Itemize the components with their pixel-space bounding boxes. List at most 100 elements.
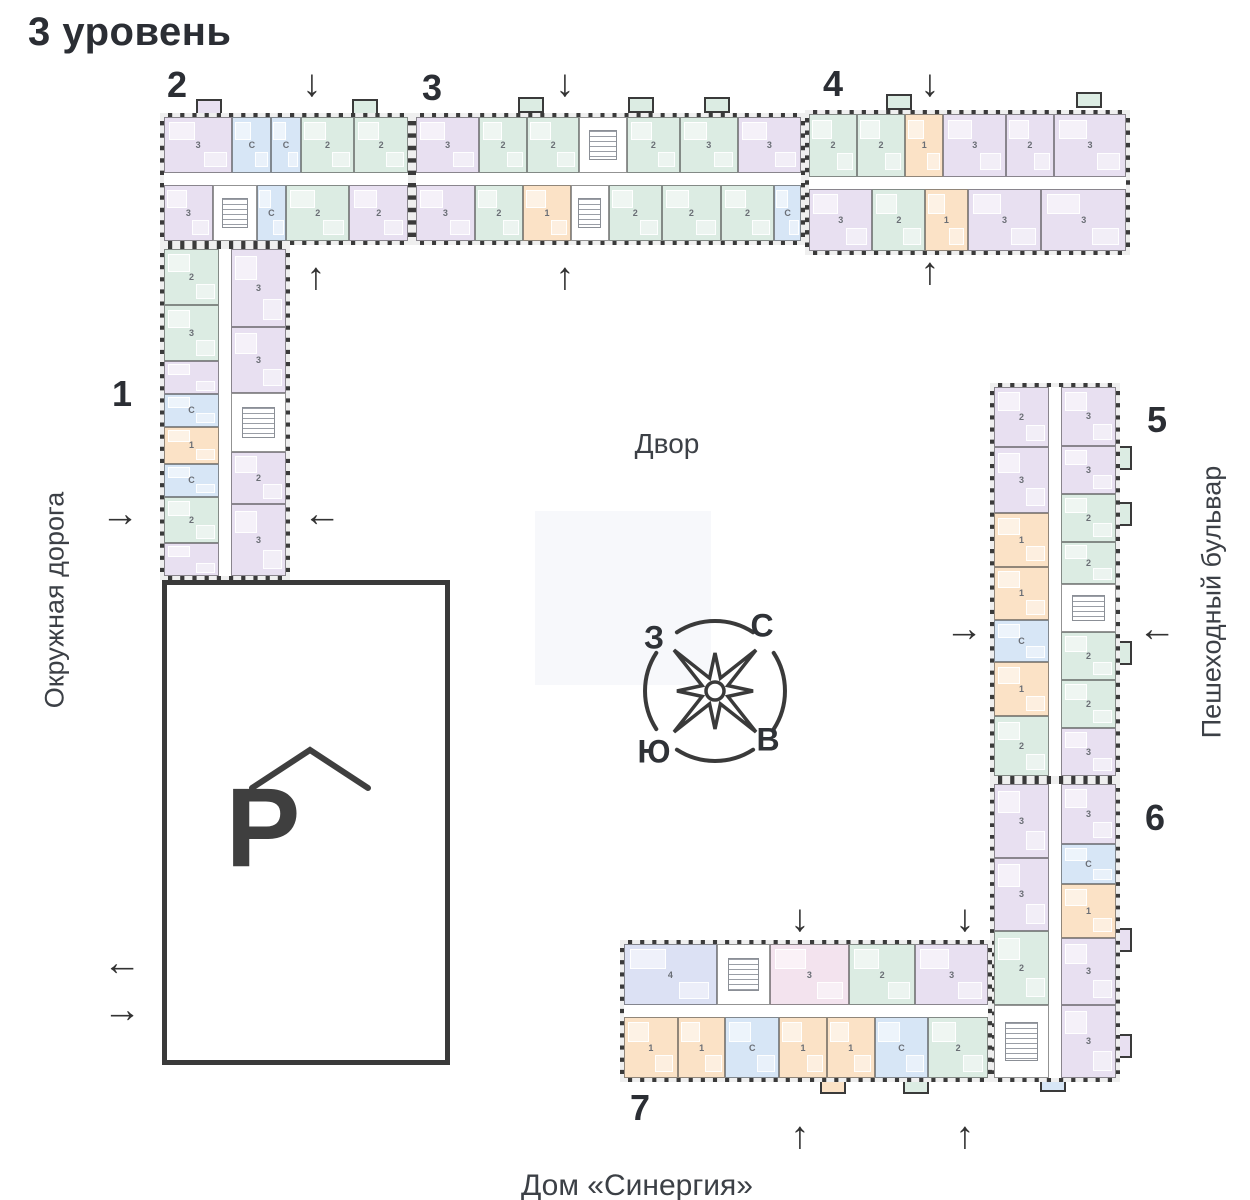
- stair-core: [212, 185, 257, 241]
- wing-2-row-0: 3 С С 2 2: [164, 117, 409, 173]
- unit-type-label: 2: [1085, 557, 1091, 568]
- stair-core: [571, 185, 609, 241]
- unit-type-label: С: [784, 208, 791, 218]
- unit-type-label: 3: [706, 140, 712, 150]
- apartment-unit: 2: [354, 117, 409, 173]
- balcony: [704, 97, 730, 113]
- apartment-unit: С: [874, 1017, 929, 1078]
- unit-type-label: 1: [188, 440, 194, 451]
- apartment-unit: 2: [164, 496, 219, 544]
- unit-type-label: 2: [550, 140, 556, 150]
- section-number-2: 2: [166, 64, 188, 105]
- wing-5: 2 3 1 1 С 1 2 3 3 2 2 2 2 3: [990, 383, 1120, 780]
- direction-arrow: ↓: [955, 898, 975, 940]
- apartment-unit: 3: [164, 117, 233, 173]
- unit-type-label: 1: [544, 208, 550, 218]
- unit-type-label: 2: [376, 208, 382, 218]
- apartment-unit: С: [994, 620, 1049, 663]
- unit-type-label: 2: [830, 140, 836, 151]
- unit-type-label: 2: [188, 272, 194, 283]
- balcony: [1118, 641, 1132, 665]
- wing-2: 3 С С 2 2 3 С 2 2: [160, 113, 412, 245]
- stairs-icon: [1072, 595, 1105, 622]
- street-label-right: Пешеходный бульвар: [1196, 465, 1227, 739]
- apartment-unit: 2: [928, 1017, 988, 1078]
- apartment-unit: [164, 543, 219, 577]
- wing-1-row-0: 2 3 С 1 С 2: [164, 249, 219, 577]
- apartment-unit: 2: [872, 188, 926, 251]
- apartment-unit: 2: [809, 114, 858, 177]
- apartment-unit: 3: [231, 327, 286, 393]
- stair-core: [579, 117, 627, 173]
- corridor: [164, 173, 408, 185]
- apartment-unit: С: [271, 117, 301, 173]
- wing-2-row-1: 3 С 2 2: [164, 185, 408, 241]
- unit-type-label: 2: [255, 472, 261, 483]
- wing-6: 3 3 2 3 С 1 3 3: [990, 780, 1120, 1082]
- parking-roof-icon: [249, 746, 371, 791]
- apartment-unit: 1: [994, 566, 1049, 621]
- wing-4-row-1: 3 2 1 3 3: [809, 188, 1126, 251]
- unit-type-label: 3: [1018, 889, 1024, 900]
- direction-arrow: ↑: [555, 256, 575, 298]
- unit-type-label: 4: [667, 969, 673, 980]
- unit-type-label: 2: [1018, 411, 1024, 422]
- unit-type-label: 3: [949, 969, 955, 980]
- unit-type-label: 3: [1001, 214, 1007, 225]
- unit-type-label: 3: [195, 140, 201, 150]
- unit-type-label: 1: [1018, 588, 1024, 599]
- unit-type-label: С: [282, 140, 290, 150]
- apartment-unit: 1: [994, 662, 1049, 717]
- unit-type-label: 3: [1018, 815, 1024, 826]
- balcony: [1118, 446, 1132, 470]
- apartment-unit: 3: [231, 249, 286, 328]
- apartment-unit: 3: [994, 446, 1049, 513]
- section-number-4: 4: [822, 63, 844, 104]
- unit-type-label: 1: [921, 140, 927, 151]
- wing-5-row-0: 2 3 1 1 С 1 2: [994, 387, 1049, 776]
- unit-type-label: 2: [315, 208, 321, 218]
- unit-type-label: С: [1018, 636, 1025, 647]
- unit-type-label: 2: [324, 140, 330, 150]
- direction-arrow: ↑: [920, 251, 940, 293]
- apartment-unit: С: [232, 117, 272, 173]
- stairs-icon: [727, 958, 759, 991]
- apartment-unit: 2: [857, 114, 906, 177]
- stair-core: [231, 392, 286, 452]
- apartment-unit: 3: [1041, 188, 1126, 251]
- unit-type-label: 3: [255, 283, 261, 294]
- apartment-unit: С: [164, 393, 219, 427]
- wing-7-row-1: 1 1 С 1 1 С 2: [624, 1017, 988, 1078]
- direction-arrow: ↑: [955, 1115, 975, 1157]
- unit-type-label: 2: [1085, 512, 1091, 523]
- unit-type-label: 2: [1085, 651, 1091, 662]
- unit-type-label: 2: [1085, 699, 1091, 710]
- corridor: [809, 176, 1126, 189]
- unit-type-label: С: [898, 1042, 905, 1053]
- unit-type-label: 1: [699, 1042, 705, 1053]
- apartment-unit: 1: [677, 1017, 726, 1078]
- compass-south-label: Ю: [637, 733, 671, 770]
- unit-type-label: 3: [185, 208, 191, 218]
- unit-type-label: 3: [1085, 746, 1091, 757]
- unit-type-label: 1: [800, 1042, 806, 1053]
- apartment-unit: 2: [720, 185, 775, 241]
- wing-7: 4 3 2 3 1 1 С 1 1 С 2: [620, 940, 992, 1082]
- unit-type-label: 2: [745, 208, 751, 218]
- balcony: [628, 97, 654, 113]
- wing-1-row-1: 3 3 2 3: [231, 249, 286, 576]
- unit-type-label: 3: [442, 208, 448, 218]
- unit-type-label: 3: [1085, 966, 1091, 977]
- wing-4: 2 2 1 3 2 3 3 2 1 3 3: [805, 110, 1130, 255]
- stairs-icon: [1005, 1021, 1038, 1061]
- apartment-unit: 2: [286, 185, 350, 241]
- unit-type-label: 2: [496, 208, 502, 218]
- unit-type-label: 3: [1087, 140, 1093, 151]
- balcony: [903, 1080, 929, 1094]
- direction-arrow: ↑: [306, 256, 326, 298]
- unit-type-label: С: [1085, 859, 1092, 870]
- stairs-icon: [589, 130, 618, 160]
- corridor: [624, 1005, 988, 1017]
